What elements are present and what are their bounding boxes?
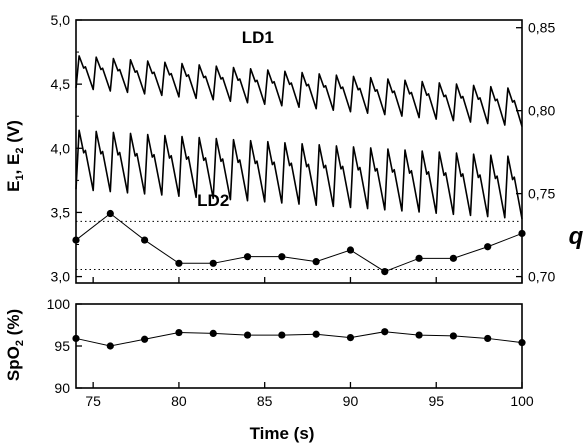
y-axis-label-spo2: SpO2 (%): [4, 309, 26, 381]
spo2-series-layer: [72, 328, 526, 350]
reference-lines: [76, 220, 522, 271]
trace-ld2: [75, 129, 523, 220]
q-point: [243, 253, 252, 261]
left-y-tick-label: 4,0: [51, 140, 71, 156]
q-point: [484, 243, 492, 251]
q-point: [346, 246, 355, 254]
left-y-tick-label: 3,0: [51, 269, 71, 285]
q-point: [106, 209, 114, 218]
spo2-point: [278, 331, 286, 339]
q-point: [209, 259, 217, 267]
x-ticks: 75 80 85 90 95 100: [85, 382, 534, 409]
spo2-point: [346, 334, 355, 342]
spo2-point: [484, 334, 492, 343]
left-y-tick-label: 5,0: [51, 12, 71, 28]
y-axis-label-left: E1, E2 (V): [4, 120, 26, 192]
top-plot-frame: [75, 19, 523, 284]
spo2-point: [449, 332, 457, 340]
left-y-tick-label: 3,5: [51, 204, 71, 220]
bottom-y-ticks: 90 95 100: [47, 296, 82, 396]
right-y-tick-label: 0,70: [528, 269, 555, 285]
x-tick-label: 95: [428, 393, 444, 409]
annotation-ld2: LD2: [197, 191, 229, 210]
x-axis-label: Time (s): [250, 424, 315, 443]
bottom-y-tick-label: 90: [54, 380, 70, 396]
spo2-point: [381, 328, 389, 336]
x-tick-label: 75: [85, 393, 101, 409]
spo2-point: [518, 339, 526, 347]
q-point: [518, 229, 526, 238]
x-tick-label: 80: [171, 393, 187, 409]
annotations: LD1 LD2: [197, 28, 274, 210]
top-x-ticks: [92, 277, 523, 283]
spo2-point: [175, 328, 183, 337]
right-y-ticks: 0,70 0,75 0,80 0,85: [516, 20, 555, 285]
bottom-y-tick-label: 95: [54, 338, 70, 354]
right-y-tick-label: 0,75: [528, 186, 555, 202]
y-axis-label-right: q: [569, 223, 584, 250]
q-point: [141, 236, 149, 244]
q-point: [449, 254, 457, 262]
bottom-plot-frame: [75, 303, 523, 389]
spo2-point: [312, 330, 320, 338]
annotation-ld1: LD1: [242, 28, 274, 47]
q-point: [381, 268, 389, 276]
q-line: [75, 212, 523, 273]
right-y-tick-label: 0,85: [528, 20, 555, 36]
x-tick-label: 90: [343, 393, 359, 409]
spo2-point: [243, 331, 252, 339]
q-point: [72, 236, 80, 244]
spo2-point: [141, 335, 149, 343]
trace-ld1: [75, 55, 523, 127]
q-point: [312, 258, 320, 266]
top-series-layer: [72, 55, 526, 276]
spo2-line: [75, 331, 523, 347]
left-y-tick-label: 4,5: [51, 76, 71, 92]
spo2-point: [209, 329, 217, 337]
bottom-panel: 90 95 100 75 80 85 90 95 100 SpO2 (%) Time (s): [4, 296, 534, 443]
spo2-point: [106, 342, 114, 350]
spo2-point: [72, 334, 80, 343]
q-point: [278, 253, 286, 261]
q-point: [175, 259, 183, 267]
spo2-point: [415, 331, 423, 339]
q-point: [415, 254, 423, 262]
x-tick-label: 100: [510, 393, 534, 409]
x-tick-label: 85: [257, 393, 273, 409]
top-panel: 3,03,54,04,55,0 0,700,750,800,85 LD1LD2 …: [4, 12, 584, 285]
left-y-ticks: 3,0 3,5 4,0 4,5 5,0: [51, 12, 82, 285]
right-y-tick-label: 0,80: [528, 103, 555, 119]
bottom-y-tick-label: 100: [47, 296, 71, 312]
